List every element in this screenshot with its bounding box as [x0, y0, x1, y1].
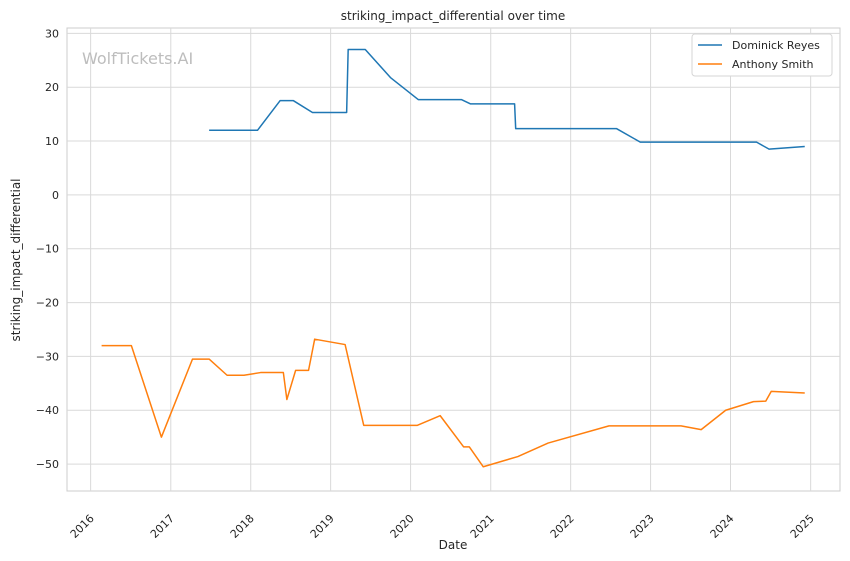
y-tick-label: 10 — [45, 135, 59, 148]
x-tick-label: 2022 — [548, 512, 577, 541]
y-tick-label: −20 — [36, 297, 59, 310]
watermark-text: WolfTickets.AI — [82, 49, 193, 68]
legend-box — [691, 33, 833, 77]
y-tick-label: 20 — [45, 81, 59, 94]
y-tick-label: −50 — [36, 458, 59, 471]
x-tick-label: 2017 — [148, 512, 177, 541]
legend-label-anthony-smith: Anthony Smith — [732, 58, 814, 71]
x-tick-label: 2023 — [628, 512, 657, 541]
chart-title: striking_impact_differential over time — [341, 9, 566, 23]
y-tick-label: −30 — [36, 350, 59, 363]
series-line-anthony-smith — [101, 338, 805, 468]
y-tick-label: −10 — [36, 243, 59, 256]
legend-label-dominick-reyes: Dominick Reyes — [732, 39, 820, 52]
x-tick-label: 2021 — [468, 512, 497, 541]
y-tick-label: 0 — [52, 189, 59, 202]
x-axis-title: Date — [439, 538, 468, 552]
plot-area — [66, 27, 841, 492]
x-tick-label: 2020 — [388, 512, 417, 541]
x-tick-label: 2024 — [708, 512, 737, 541]
legend: Dominick Reyes Anthony Smith — [691, 33, 833, 77]
x-tick-label: 2018 — [228, 512, 257, 541]
y-tick-label: −40 — [36, 404, 59, 417]
x-tick-label: 2019 — [308, 512, 337, 541]
y-axis-title: striking_impact_differential — [9, 178, 23, 341]
grid-lines — [67, 28, 840, 491]
x-tick-label: 2025 — [788, 512, 817, 541]
x-tick-label: 2016 — [68, 512, 97, 541]
series-layer — [101, 48, 805, 468]
y-tick-label: 30 — [45, 27, 59, 40]
series-line-dominick-reyes — [209, 48, 805, 150]
